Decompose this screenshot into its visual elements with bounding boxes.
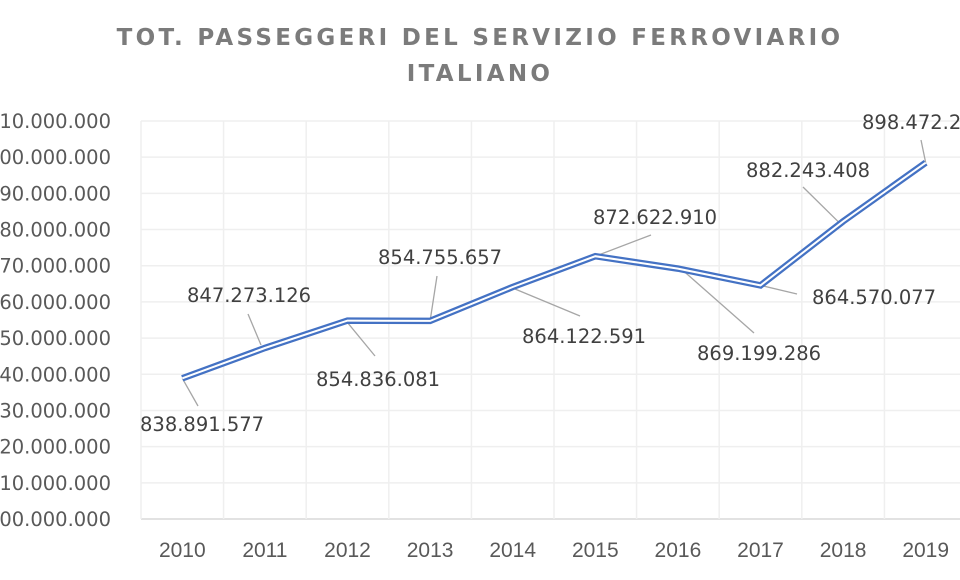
y-tick-label: 810.000.000 xyxy=(0,472,111,495)
leader-line xyxy=(595,234,652,257)
data-label-2016: 869.199.286 xyxy=(697,342,821,365)
leader-line xyxy=(514,288,581,317)
y-tick-label: 910.000.000 xyxy=(0,110,111,133)
series-line xyxy=(181,160,928,382)
data-label-2012: 854.836.081 xyxy=(316,368,440,391)
data-label-2014: 864.122.591 xyxy=(522,325,646,348)
chart-title-line-1: TOT. PASSEGGERI DEL SERVIZIO FERROVIARIO xyxy=(116,25,844,51)
data-label-2017: 864.570.077 xyxy=(812,286,936,309)
x-tick-label: 2011 xyxy=(242,539,287,562)
chart-title-line-2: ITALIANO xyxy=(406,61,554,87)
y-tick-label: 870.000.000 xyxy=(0,255,111,278)
y-tick-label: 860.000.000 xyxy=(0,291,111,314)
y-axis-tick-labels: 800.000.000 810.000.000 820.000.000 830.000… xyxy=(0,110,111,531)
leader-lines xyxy=(181,139,927,407)
x-tick-label: 2016 xyxy=(655,539,702,562)
data-label-2019: 898.472.2 xyxy=(862,111,960,134)
data-label-2013: 854.755.657 xyxy=(378,246,502,269)
chart-title: TOT. PASSEGGERI DEL SERVIZIO FERROVIARIO… xyxy=(0,20,960,92)
data-label-2010: 838.891.577 xyxy=(140,413,264,436)
x-tick-label: 2010 xyxy=(159,539,206,562)
x-tick-label: 2012 xyxy=(324,539,371,562)
leader-line xyxy=(429,275,438,321)
y-tick-label: 820.000.000 xyxy=(0,436,111,459)
leader-line xyxy=(802,186,841,224)
x-tick-label: 2019 xyxy=(902,539,949,562)
leader-line xyxy=(760,284,798,295)
data-label-2018: 882.243.408 xyxy=(746,159,870,182)
x-tick-label: 2015 xyxy=(572,539,619,562)
series-line-inner xyxy=(181,161,927,380)
y-tick-label: 890.000.000 xyxy=(0,182,111,205)
leader-line xyxy=(681,269,755,334)
y-tick-label: 850.000.000 xyxy=(0,327,111,350)
x-tick-label: 2014 xyxy=(489,539,536,562)
y-tick-label: 800.000.000 xyxy=(0,508,111,531)
y-tick-label: 840.000.000 xyxy=(0,363,111,386)
data-label-2011: 847.273.126 xyxy=(187,284,311,307)
data-label-2015: 872.622.910 xyxy=(593,206,717,229)
x-tick-label: 2013 xyxy=(407,539,454,562)
leader-line xyxy=(247,313,262,346)
leader-line xyxy=(181,377,199,407)
leader-line xyxy=(346,322,376,357)
y-tick-label: 880.000.000 xyxy=(0,219,111,242)
y-tick-label: 900.000.000 xyxy=(0,146,111,169)
gridlines xyxy=(140,120,960,520)
x-tick-label: 2017 xyxy=(737,539,784,562)
data-labels: 838.891.577 847.273.126 854.836.081 854.755… xyxy=(140,111,960,436)
x-axis-tick-labels: 2010 2011 2012 2013 2014 2015 2016 2017 2018 2019 xyxy=(159,539,949,562)
y-tick-label: 830.000.000 xyxy=(0,399,111,422)
x-tick-label: 2018 xyxy=(820,539,867,562)
leader-line xyxy=(920,139,927,163)
